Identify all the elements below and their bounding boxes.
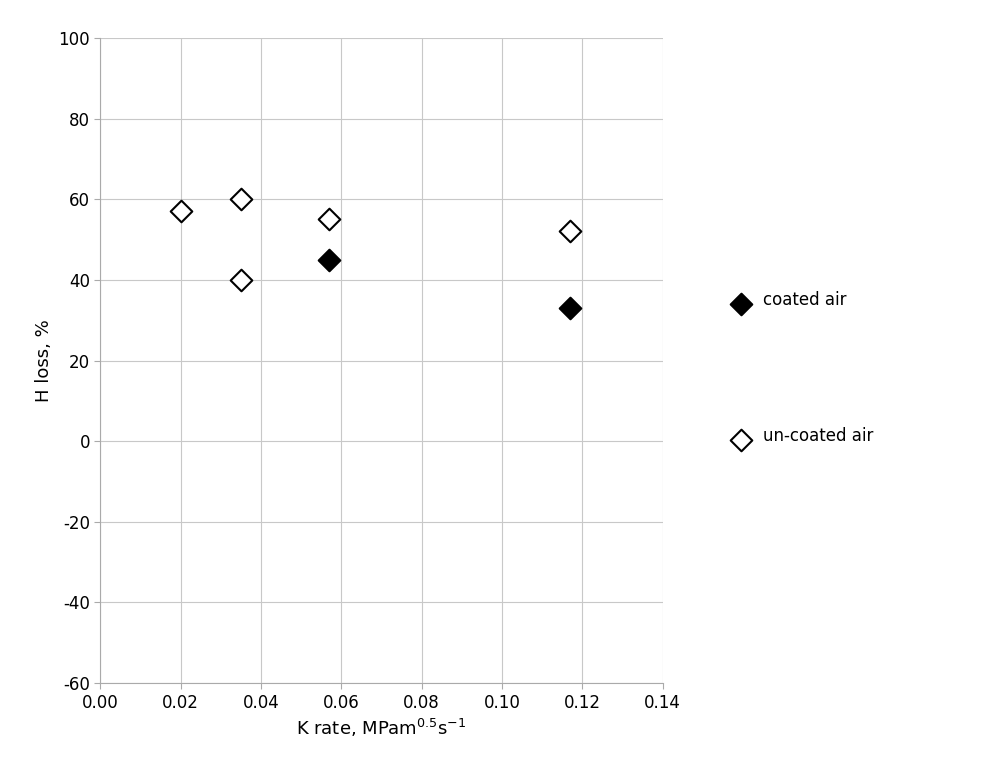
Text: un-coated air: un-coated air — [762, 427, 873, 446]
Point — [173, 205, 189, 217]
Point — [732, 298, 748, 310]
Point — [562, 225, 578, 238]
X-axis label: K rate, MPam$^{0.5}$s$^{-1}$: K rate, MPam$^{0.5}$s$^{-1}$ — [296, 717, 466, 739]
Point — [233, 274, 249, 286]
Y-axis label: H loss, %: H loss, % — [35, 319, 53, 402]
Point — [233, 194, 249, 206]
Point — [562, 302, 578, 314]
Point — [321, 254, 337, 266]
Point — [321, 213, 337, 225]
Text: coated air: coated air — [762, 291, 846, 309]
Point — [732, 434, 748, 446]
